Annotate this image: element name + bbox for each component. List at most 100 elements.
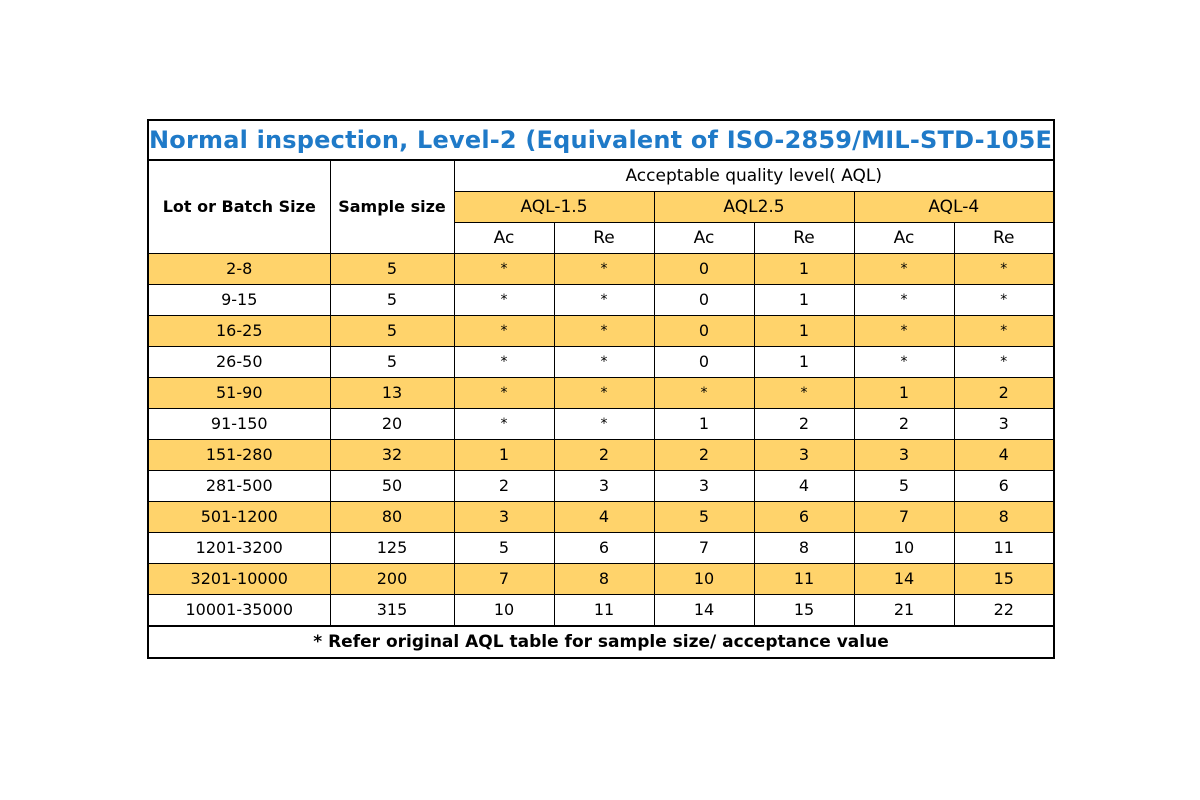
ac-cell: 14 bbox=[653, 594, 755, 627]
ac-cell: 3 bbox=[853, 439, 955, 471]
re-cell: 22 bbox=[953, 594, 1055, 627]
re-cell: * bbox=[753, 377, 855, 409]
table-row: 9-15 5 * * 0 1 * * bbox=[147, 284, 1055, 316]
footnote-row: * Refer original AQL table for sample si… bbox=[147, 625, 1055, 659]
ac-cell: 5 bbox=[453, 532, 555, 564]
ac-cell: * bbox=[453, 346, 555, 378]
ac-cell: * bbox=[453, 253, 555, 285]
lot-size-header: Lot or Batch Size bbox=[147, 159, 331, 254]
table-row: 3201-10000 200 7 8 10 11 14 15 bbox=[147, 563, 1055, 595]
sample-size-cell: 20 bbox=[329, 408, 455, 440]
lot-size-cell: 151-280 bbox=[147, 439, 331, 471]
re-cell: 1 bbox=[753, 315, 855, 347]
ac-cell: * bbox=[853, 253, 955, 285]
ac-cell: 2 bbox=[653, 439, 755, 471]
table-row: 26-50 5 * * 0 1 * * bbox=[147, 346, 1055, 378]
re-cell: 11 bbox=[553, 594, 655, 627]
ac-cell: 10 bbox=[853, 532, 955, 564]
ac-cell: 0 bbox=[653, 315, 755, 347]
sample-size-cell: 80 bbox=[329, 501, 455, 533]
sample-size-cell: 5 bbox=[329, 346, 455, 378]
re-cell: 1 bbox=[753, 253, 855, 285]
re-cell: 15 bbox=[953, 563, 1055, 595]
ac-cell: 5 bbox=[853, 470, 955, 502]
ac-cell: * bbox=[453, 377, 555, 409]
re-cell: 3 bbox=[953, 408, 1055, 440]
header-row-3: Ac Re Ac Re Ac Re bbox=[148, 222, 1055, 254]
table-row: 51-90 13 * * * * 1 2 bbox=[147, 377, 1055, 409]
sample-size-cell: 32 bbox=[329, 439, 455, 471]
ac-header: Ac bbox=[453, 222, 555, 254]
ac-cell: 0 bbox=[653, 253, 755, 285]
re-header: Re bbox=[553, 222, 655, 254]
ac-cell: * bbox=[853, 315, 955, 347]
table-row: 16-25 5 * * 0 1 * * bbox=[147, 315, 1055, 347]
sample-size-cell: 5 bbox=[329, 284, 455, 316]
table-row: 91-150 20 * * 1 2 2 3 bbox=[147, 408, 1055, 440]
re-cell: 3 bbox=[753, 439, 855, 471]
ac-cell: * bbox=[653, 377, 755, 409]
re-cell: * bbox=[553, 253, 655, 285]
re-cell: 6 bbox=[553, 532, 655, 564]
ac-cell: 5 bbox=[653, 501, 755, 533]
table-row: 1201-3200 125 5 6 7 8 10 11 bbox=[147, 532, 1055, 564]
re-cell: 8 bbox=[753, 532, 855, 564]
ac-cell: 3 bbox=[653, 470, 755, 502]
ac-cell: 0 bbox=[653, 284, 755, 316]
re-cell: 4 bbox=[753, 470, 855, 502]
ac-cell: * bbox=[453, 284, 555, 316]
aql-group-4: AQL-4 bbox=[853, 191, 1055, 223]
re-cell: * bbox=[953, 253, 1055, 285]
sample-size-header: Sample size bbox=[329, 159, 455, 254]
re-cell: 8 bbox=[953, 501, 1055, 533]
ac-cell: 10 bbox=[453, 594, 555, 627]
footnote: * Refer original AQL table for sample si… bbox=[147, 625, 1055, 659]
re-cell: * bbox=[953, 315, 1055, 347]
ac-cell: 2 bbox=[853, 408, 955, 440]
re-cell: * bbox=[553, 315, 655, 347]
sample-size-cell: 5 bbox=[329, 315, 455, 347]
title-row: Normal inspection, Level-2 (Equivalent o… bbox=[147, 119, 1055, 161]
ac-cell: 7 bbox=[453, 563, 555, 595]
ac-cell: 21 bbox=[853, 594, 955, 627]
re-cell: 8 bbox=[553, 563, 655, 595]
ac-cell: 14 bbox=[853, 563, 955, 595]
re-header: Re bbox=[753, 222, 855, 254]
sample-size-cell: 50 bbox=[329, 470, 455, 502]
ac-cell: 0 bbox=[653, 346, 755, 378]
re-cell: 1 bbox=[753, 284, 855, 316]
re-cell: 11 bbox=[753, 563, 855, 595]
lot-size-cell: 10001-35000 bbox=[147, 594, 331, 627]
ac-cell: 3 bbox=[453, 501, 555, 533]
re-cell: 1 bbox=[753, 346, 855, 378]
re-cell: * bbox=[553, 408, 655, 440]
ac-cell: 10 bbox=[653, 563, 755, 595]
aql-group-2-5: AQL2.5 bbox=[653, 191, 855, 223]
lot-size-cell: 91-150 bbox=[147, 408, 331, 440]
table-row: 501-1200 80 3 4 5 6 7 8 bbox=[147, 501, 1055, 533]
lot-size-cell: 9-15 bbox=[147, 284, 331, 316]
re-cell: * bbox=[553, 346, 655, 378]
re-cell: 4 bbox=[553, 501, 655, 533]
sample-size-cell: 200 bbox=[329, 563, 455, 595]
sample-size-cell: 315 bbox=[329, 594, 455, 627]
sample-size-cell: 125 bbox=[329, 532, 455, 564]
re-cell: * bbox=[553, 377, 655, 409]
ac-cell: 7 bbox=[653, 532, 755, 564]
ac-cell: 1 bbox=[453, 439, 555, 471]
ac-cell: 7 bbox=[853, 501, 955, 533]
table-row: 281-500 50 2 3 3 4 5 6 bbox=[147, 470, 1055, 502]
ac-cell: * bbox=[453, 315, 555, 347]
re-cell: 6 bbox=[753, 501, 855, 533]
header-row-1: Lot or Batch Size Sample size Acceptable… bbox=[147, 159, 1055, 254]
lot-size-cell: 281-500 bbox=[147, 470, 331, 502]
lot-size-cell: 2-8 bbox=[147, 253, 331, 285]
re-cell: * bbox=[953, 346, 1055, 378]
ac-cell: * bbox=[453, 408, 555, 440]
aql-group-1-5: AQL-1.5 bbox=[453, 191, 655, 223]
re-cell: 2 bbox=[553, 439, 655, 471]
table-row: 2-8 5 * * 0 1 * * bbox=[147, 253, 1055, 285]
table-row: 151-280 32 1 2 2 3 3 4 bbox=[147, 439, 1055, 471]
lot-size-cell: 26-50 bbox=[147, 346, 331, 378]
lot-size-cell: 51-90 bbox=[147, 377, 331, 409]
